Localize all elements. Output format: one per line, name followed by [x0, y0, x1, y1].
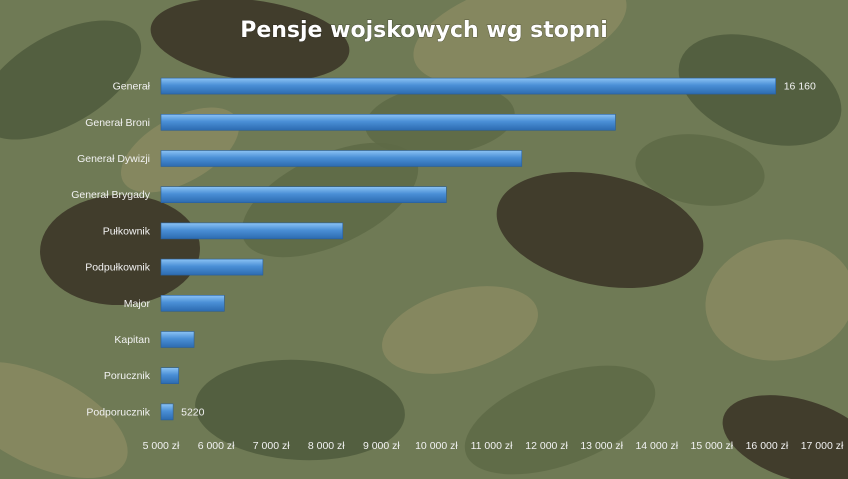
x-axis-ticks: 5 000 zł 6 000 zł 7 000 zł 8 000 zł 9 000 zł… [143, 440, 844, 452]
x-tick-label: 10 000 zł [415, 440, 458, 452]
bar [160, 403, 174, 421]
bar [160, 186, 447, 203]
camo-blob [150, 0, 350, 82]
category-label: Porucznik [104, 370, 151, 382]
camo-blob [722, 395, 848, 479]
category-label: Kapitan [114, 334, 150, 346]
category-labels: Generał Generał Broni Generał Dywizji Gener… [71, 81, 151, 419]
x-tick-label: 9 000 zł [363, 440, 400, 452]
category-label: Generał [113, 81, 151, 93]
data-label: 5220 [181, 406, 205, 418]
bar [160, 150, 523, 167]
x-tick-label: 12 000 zł [525, 440, 568, 452]
category-label: Podporucznik [86, 406, 150, 418]
chart-title: Pensje wojskowych wg stopni [240, 18, 608, 43]
data-labels: 16 160 5220 [181, 81, 816, 419]
bar [160, 114, 616, 131]
camo-blob [195, 359, 405, 461]
bar [160, 258, 264, 276]
camo-blob [496, 171, 704, 289]
x-tick-label: 5 000 zł [143, 440, 180, 452]
data-label: 16 160 [784, 81, 816, 93]
x-tick-label: 14 000 zł [635, 440, 678, 452]
category-label: Pułkownik [103, 225, 151, 237]
category-label: Generał Dywizji [77, 153, 150, 165]
x-tick-label: 13 000 zł [580, 440, 623, 452]
bar [160, 77, 777, 95]
x-tick-label: 7 000 zł [253, 440, 290, 452]
camo-blob [0, 20, 142, 140]
bars [160, 77, 777, 421]
x-tick-label: 17 000 zł [801, 440, 844, 452]
camo-blob [705, 239, 848, 361]
category-label: Major [124, 298, 151, 310]
category-label: Generał Broni [85, 117, 150, 129]
x-tick-label: 16 000 zł [746, 440, 789, 452]
bar [160, 331, 195, 348]
x-tick-label: 8 000 zł [308, 440, 345, 452]
camo-blob [0, 361, 128, 479]
x-tick-label: 6 000 zł [198, 440, 235, 452]
bar [160, 367, 179, 385]
bar [160, 222, 344, 240]
x-tick-label: 11 000 zł [471, 440, 514, 452]
camo-blob [382, 286, 538, 374]
camo-blob [635, 134, 765, 206]
category-label: Podpułkownik [85, 262, 151, 274]
x-tick-label: 15 000 zł [691, 440, 734, 452]
category-label: Generał Brygady [71, 189, 151, 201]
bar [160, 294, 225, 312]
camo-blob [40, 194, 200, 306]
camo-blob [464, 365, 656, 475]
camo-blob [413, 0, 627, 85]
